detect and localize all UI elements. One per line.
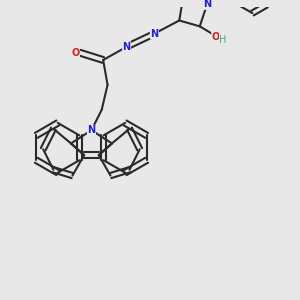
Text: N: N (203, 0, 211, 9)
Text: H: H (220, 34, 227, 44)
Text: O: O (212, 32, 220, 42)
Text: N: N (150, 29, 158, 39)
Text: N: N (87, 125, 95, 135)
Text: N: N (122, 42, 130, 52)
Text: O: O (71, 48, 80, 58)
